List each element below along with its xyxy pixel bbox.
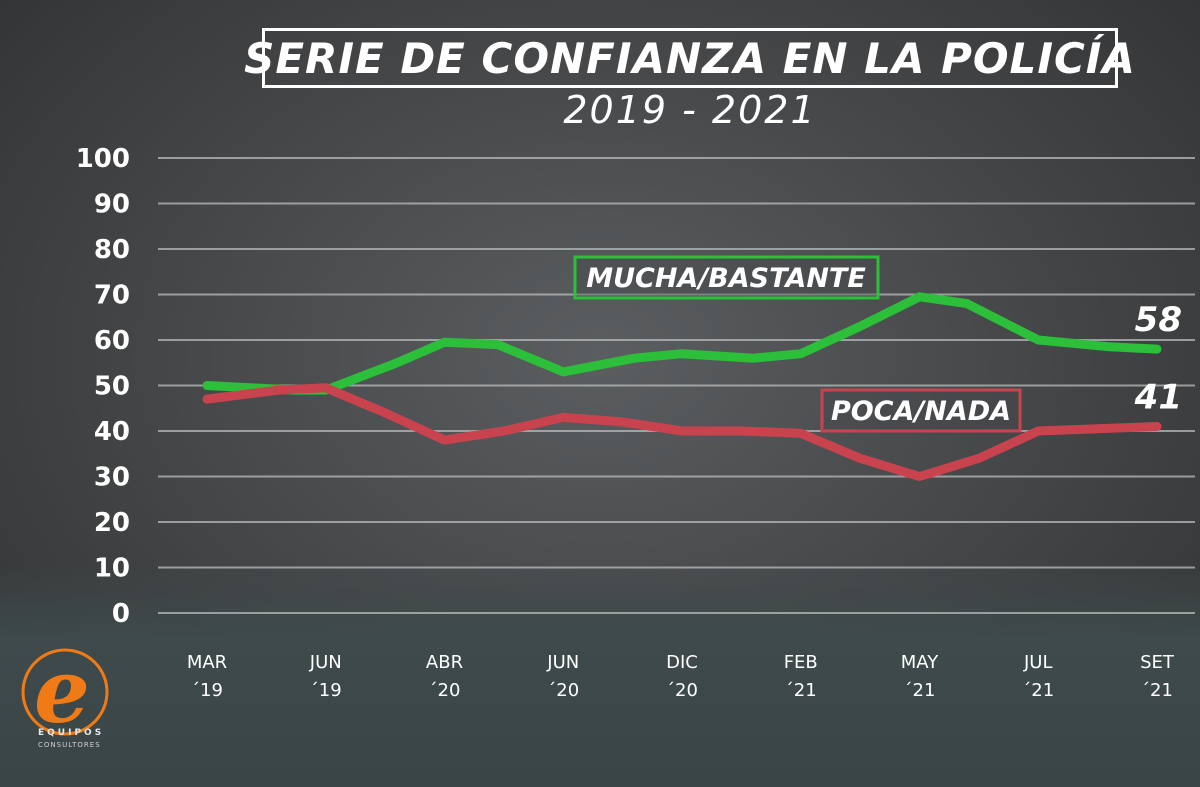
logo-ring: [21, 648, 109, 736]
y-tick-label: 40: [94, 417, 130, 447]
y-tick-label: 30: [94, 463, 130, 493]
y-axis-ticks: 0 10 20 30 40 50 60 70 80 90 100: [76, 144, 130, 629]
y-tick-label: 50: [94, 372, 130, 402]
x-tick-year: ´21: [1022, 680, 1054, 701]
x-tick-year: ´19: [191, 680, 223, 701]
equipos-logo: e: [21, 640, 109, 743]
series-line-poca-nada: [202, 383, 1162, 481]
x-tick-year: ´19: [310, 680, 342, 701]
y-tick-label: 0: [112, 599, 130, 629]
series-line-mucha-bastante: [202, 292, 1162, 395]
background-lower-band: [0, 560, 1200, 787]
y-tick-label: 90: [94, 190, 130, 220]
logo-sub-text: CONSULTORES: [38, 741, 101, 749]
logo-brand-text: EQUIPOS: [38, 728, 105, 738]
y-tick-label: 10: [94, 554, 130, 584]
y-tick-label: 80: [94, 235, 130, 265]
x-tick-year: ´21: [1141, 680, 1173, 701]
chart-subtitle: 2019 - 2021: [563, 88, 817, 132]
x-tick-month: DIC: [666, 652, 698, 673]
chart-title: SERIE DE CONFIANZA EN LA POLICÍA: [244, 33, 1136, 83]
x-tick-year: ´21: [785, 680, 817, 701]
label-layer: 58 41 MUCHA/BASTANTE POCA/NADA: [573, 255, 1182, 433]
end-value-label: 58: [1135, 300, 1182, 340]
x-tick-year: ´20: [666, 680, 698, 701]
x-tick-month: SET: [1140, 652, 1175, 673]
x-tick-month: MAY: [901, 652, 939, 673]
chart-title-box: SERIE DE CONFIANZA EN LA POLICÍA: [244, 28, 1135, 88]
x-tick-year: ´21: [904, 680, 936, 701]
x-tick-month: JUN: [546, 652, 579, 673]
x-tick-month: MAR: [187, 652, 227, 673]
series-name-box: [573, 255, 880, 300]
y-tick-label: 100: [76, 144, 130, 174]
series-name-label: POCA/NADA: [831, 396, 1011, 427]
x-tick-month: ABR: [426, 652, 463, 673]
x-axis-ticks: MAR ´19 JUN ´19 ABR ´20 JUN ´20 DIC ´20 FEB ´21 MAY ´…: [187, 652, 1175, 701]
y-tick-label: 60: [94, 326, 130, 356]
series-layer: [202, 292, 1162, 481]
x-tick-month: FEB: [784, 652, 818, 673]
y-tick-label: 20: [94, 508, 130, 538]
x-tick-year: ´20: [547, 680, 579, 701]
y-tick-label: 70: [94, 281, 130, 311]
x-tick-month: JUN: [309, 652, 342, 673]
grid-layer: [158, 157, 1195, 614]
logo-letter: e: [34, 640, 90, 743]
x-tick-year: ´20: [429, 680, 461, 701]
x-tick-month: JUL: [1023, 652, 1053, 673]
series-name-label: MUCHA/BASTANTE: [586, 263, 866, 294]
series-name-box: [820, 388, 1022, 433]
end-value-label: 41: [1134, 377, 1182, 417]
